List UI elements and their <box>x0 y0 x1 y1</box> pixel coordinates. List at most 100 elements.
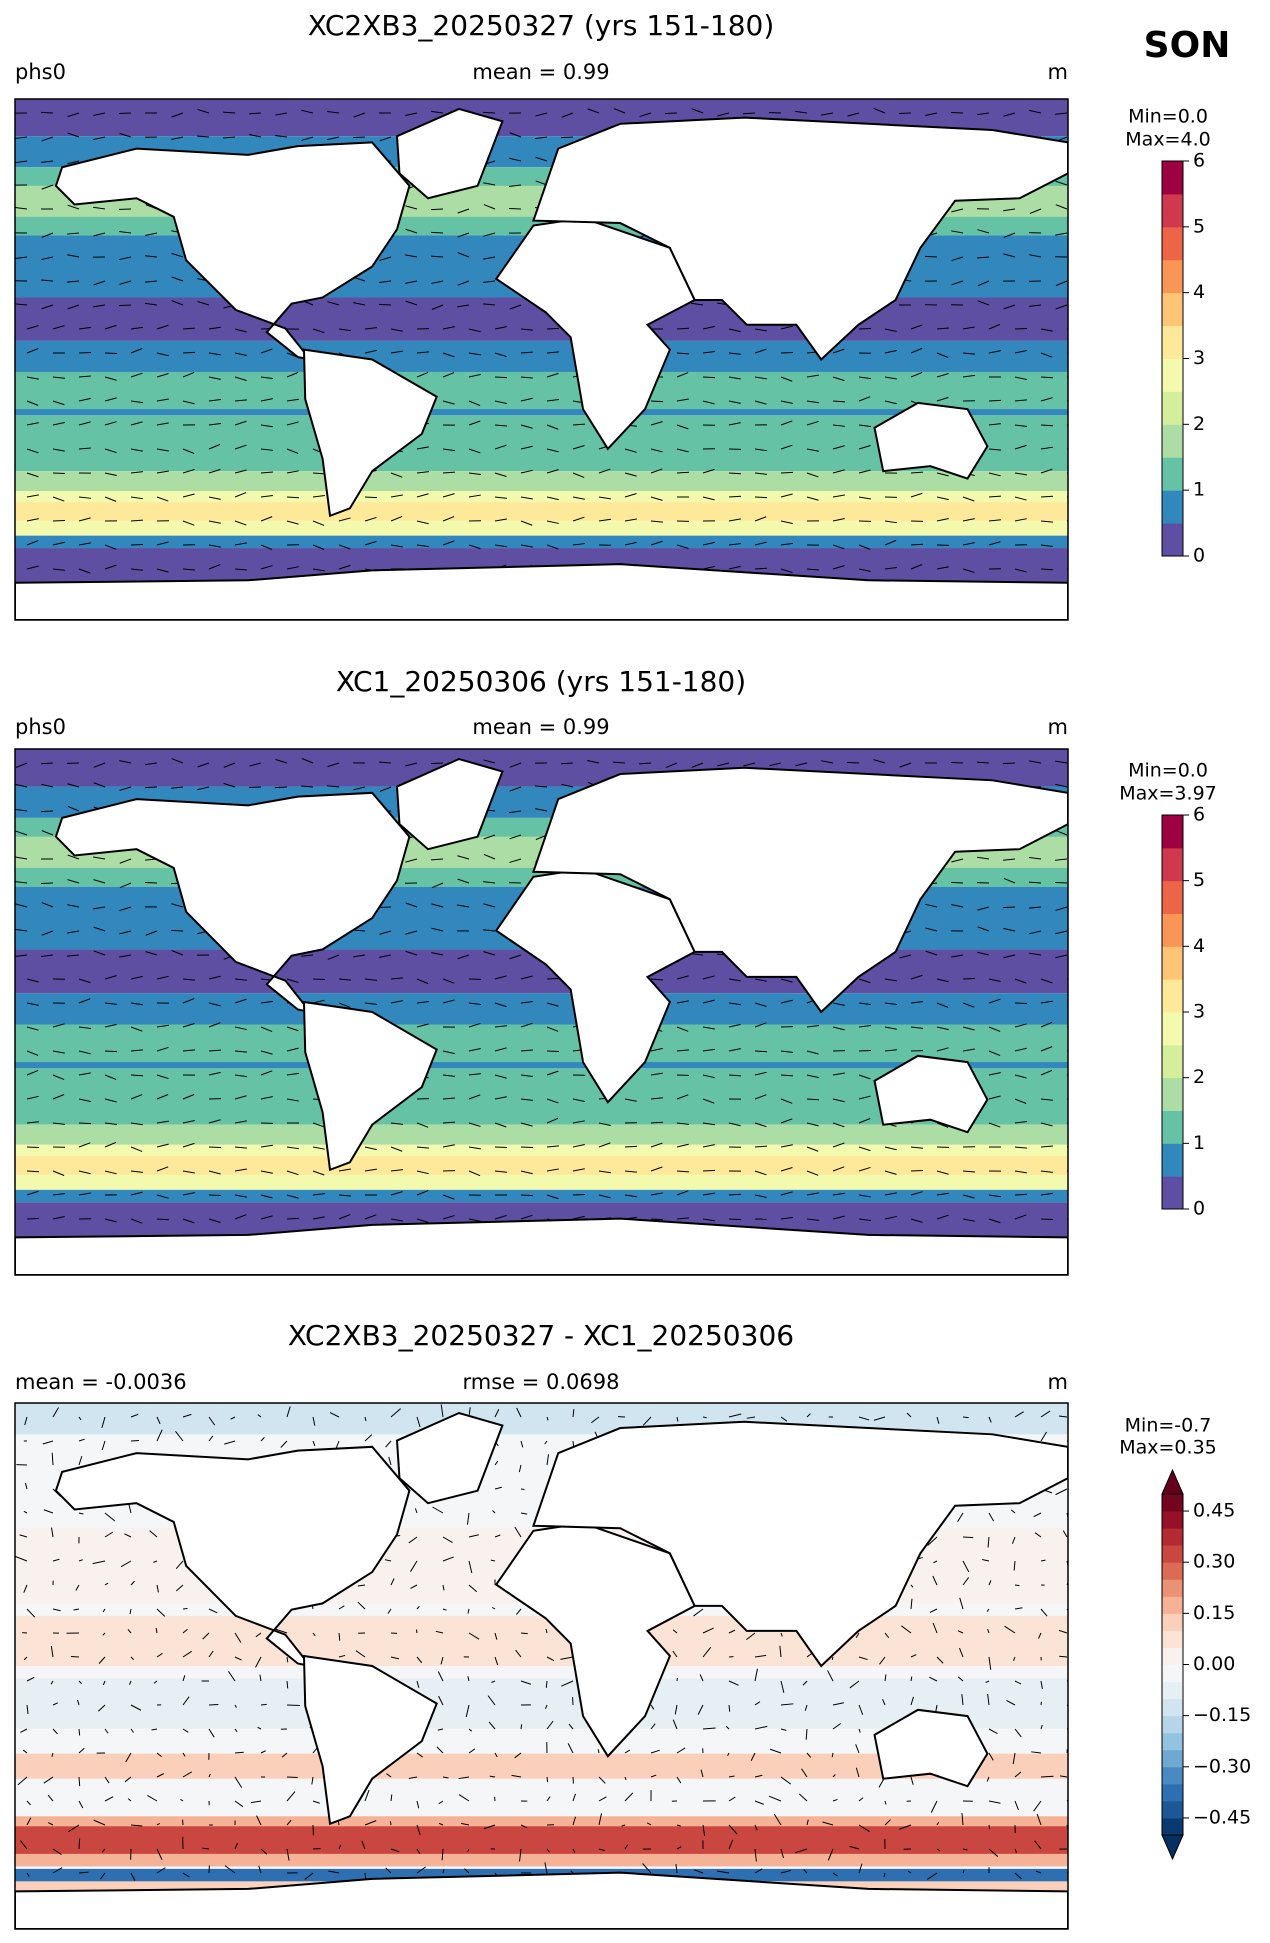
wind-arrow <box>79 1729 80 1735</box>
wind-arrow <box>1067 1099 1079 1101</box>
wind-arrow <box>79 1838 80 1849</box>
colorbar-bin <box>1162 490 1183 523</box>
colorbar-bin <box>1162 1012 1183 1045</box>
wind-arrow <box>41 763 53 764</box>
colorbar-bin <box>1162 881 1183 914</box>
colorbar-tick-label: 0.00 <box>1193 1653 1235 1675</box>
map <box>15 99 1079 620</box>
wind-arrow <box>561 137 573 138</box>
colorbar-tick-label: 6 <box>1193 804 1205 826</box>
colorbar-extend <box>1162 1470 1183 1494</box>
field-band <box>15 536 1068 548</box>
wind-arrow <box>847 762 859 763</box>
center-label: rmse = 0.0698 <box>462 1370 619 1394</box>
colorbar-tick-label: 2 <box>1193 1066 1205 1088</box>
colorbar-tick-label: 5 <box>1193 869 1205 891</box>
wind-arrow <box>27 1171 39 1172</box>
colorbar-bin <box>1162 1682 1183 1700</box>
field-band <box>15 1826 1068 1854</box>
colorbar-bin <box>1162 293 1183 326</box>
field-band <box>15 1125 1068 1145</box>
wind-arrow <box>41 112 53 113</box>
wind-arrow <box>703 1170 715 1171</box>
field-band <box>15 1616 1068 1666</box>
wind-arrow <box>1015 1585 1019 1586</box>
wind-arrow <box>79 352 91 353</box>
wind-arrow <box>1067 327 1079 329</box>
wind-arrow <box>951 762 963 763</box>
wind-arrow <box>963 1537 973 1538</box>
colorbar-bin <box>1162 523 1183 556</box>
colorbar-bin <box>1162 391 1183 424</box>
wind-arrow <box>1041 1219 1053 1220</box>
wind-arrow <box>509 208 521 209</box>
wind-arrow <box>1003 907 1015 908</box>
wind-arrow <box>1067 1193 1079 1195</box>
wind-arrow <box>1015 1003 1027 1004</box>
colorbar-bin <box>1162 848 1183 881</box>
units-label: m <box>1048 1370 1068 1394</box>
left-label: phs0 <box>15 715 66 739</box>
wind-arrow <box>79 1777 80 1786</box>
colorbar-tick-label: 4 <box>1193 935 1205 957</box>
colorbar-bin <box>1162 1545 1183 1563</box>
wind-arrow <box>951 882 963 883</box>
wind-arrow <box>989 1825 990 1829</box>
wind-arrow <box>521 1633 528 1634</box>
wind-arrow <box>275 787 287 788</box>
stat-label: Max=3.97 <box>1119 783 1217 805</box>
colorbar-bin <box>1162 1750 1183 1768</box>
wind-arrow <box>859 1050 871 1051</box>
wind-arrow <box>105 1051 117 1052</box>
wind-arrow <box>1067 1123 1079 1126</box>
colorbar-tick-label: 3 <box>1193 347 1205 369</box>
wind-arrow <box>390 1821 391 1825</box>
wind-arrow <box>1067 351 1079 353</box>
colorbar-bin <box>1162 227 1183 260</box>
panel-title: XC2XB3_20250327 - XC1_20250306 <box>288 1319 794 1352</box>
wind-arrow <box>1067 377 1079 380</box>
wind-arrow <box>495 377 507 378</box>
wind-arrow <box>547 1777 548 1782</box>
wind-arrow <box>183 352 195 353</box>
colorbar-bin <box>1162 457 1183 490</box>
colorbar-tick-label: 1 <box>1193 1132 1205 1154</box>
colorbar-bin <box>1162 1111 1183 1144</box>
field-band <box>15 1190 1068 1203</box>
wind-arrow <box>521 1147 533 1148</box>
colorbar-tick-label: 2 <box>1193 413 1205 435</box>
wind-arrow <box>1067 1678 1079 1681</box>
wind-arrow <box>1067 425 1079 427</box>
wind-arrow <box>703 377 715 378</box>
stat-label: Max=0.35 <box>1119 1437 1217 1459</box>
colorbar-bin <box>1162 359 1183 392</box>
wind-arrow <box>755 497 767 498</box>
colorbar-bin <box>1162 1733 1183 1751</box>
colorbar-tick-label: 0.15 <box>1193 1602 1235 1624</box>
colorbar-bin <box>1162 1511 1183 1529</box>
colorbar-tick-label: 0.45 <box>1193 1500 1235 1522</box>
field-band <box>15 372 1068 409</box>
colorbar-bin <box>1162 1078 1183 1111</box>
wind-arrow <box>145 882 157 883</box>
colorbar-bin <box>1162 1784 1183 1802</box>
colorbar-bin <box>1162 1596 1183 1614</box>
colorbar-bin <box>1162 1143 1183 1176</box>
wind-arrow <box>989 400 1001 401</box>
left-label: mean = -0.0036 <box>15 1370 187 1394</box>
colorbar-tick-label: 0 <box>1193 1198 1205 1220</box>
colorbar-tick-label: 3 <box>1193 1001 1205 1023</box>
field-band <box>15 471 1068 491</box>
wind-arrow <box>53 520 65 521</box>
wind-arrow <box>1067 473 1079 475</box>
colorbar-bin <box>1162 914 1183 947</box>
colorbar-bin <box>1162 979 1183 1012</box>
wind-arrow <box>1067 1171 1079 1172</box>
colorbar-bin <box>1162 1176 1183 1209</box>
map <box>15 749 1079 1275</box>
wind-arrow <box>899 113 911 114</box>
wind-arrow <box>71 1656 79 1657</box>
wind-arrow <box>431 209 443 210</box>
wind-arrow <box>53 473 65 474</box>
